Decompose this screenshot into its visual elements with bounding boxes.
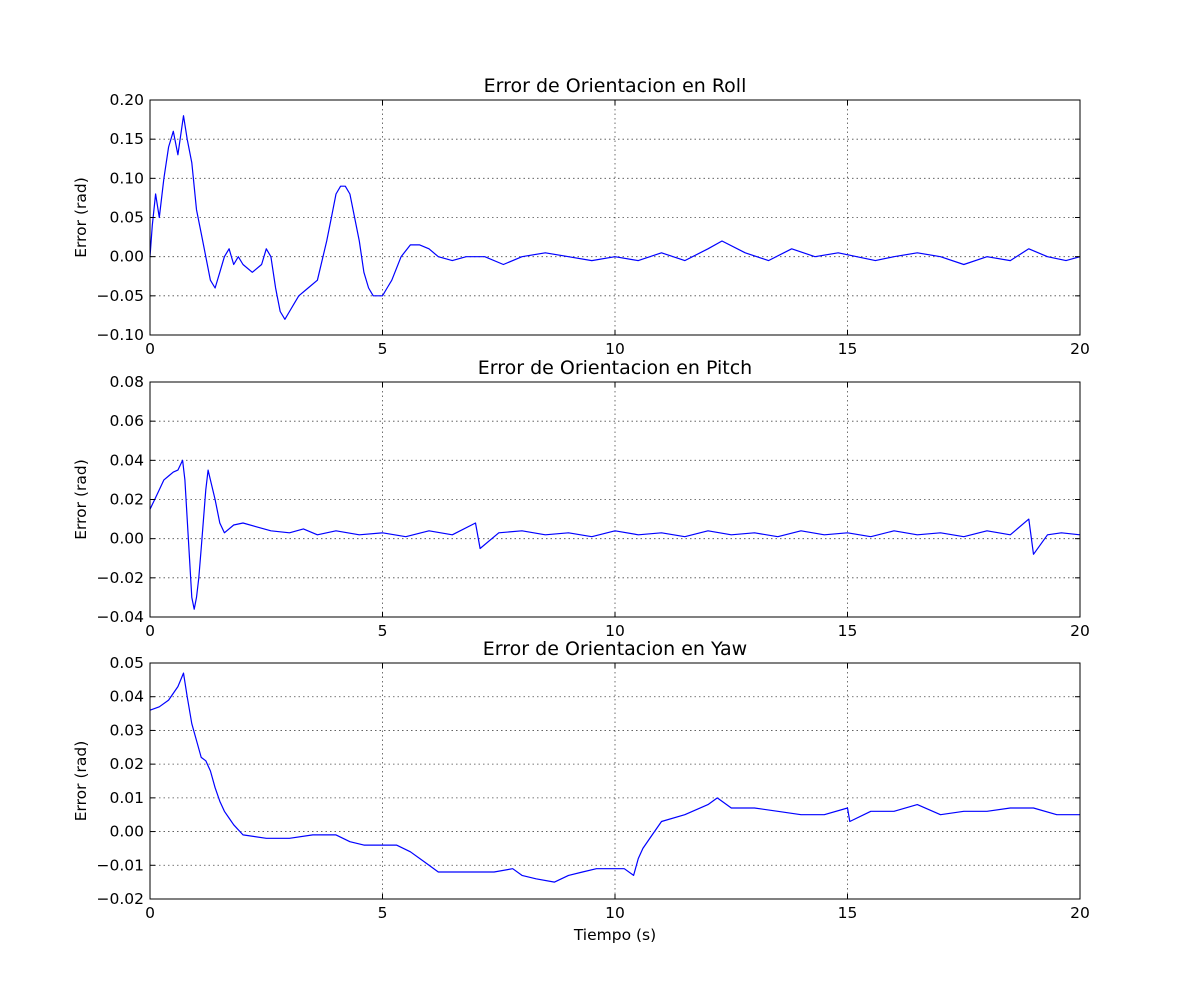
yaw-ylabel: Error (rad): [72, 741, 90, 822]
yaw-series-line: [149, 672, 1080, 883]
yaw-ytick-label: 0.03: [109, 721, 144, 739]
yaw-xtick-label: 0: [145, 904, 155, 922]
yaw-ytick-label: 0.05: [109, 654, 144, 672]
roll-xtick-label: 20: [1070, 340, 1090, 358]
roll-xtick-label: 5: [378, 340, 388, 358]
pitch-xtick-label: 10: [605, 622, 625, 640]
roll-xtick-label: 0: [145, 340, 155, 358]
roll-ytick-label: 0.05: [109, 209, 144, 227]
roll-chart-title: Error de Orientacion en Roll: [484, 75, 747, 97]
yaw-ytick-label: 0.04: [109, 688, 144, 706]
roll-error-subplot: 0 5 10 15 20 0.20 0.15 0.10 0.05 0.00 −0.05 −0.10 Er…: [72, 75, 1090, 358]
roll-xtick-label: 15: [838, 340, 858, 358]
roll-ytick-label: 0.15: [109, 130, 144, 148]
roll-ytick-label: −0.10: [97, 326, 145, 344]
pitch-ytick-label: 0.02: [109, 491, 144, 509]
pitch-series-line: [149, 459, 1081, 610]
yaw-ytick-label: −0.01: [97, 856, 145, 874]
yaw-error-subplot: 0 5 10 15 20 0.05 0.04 0.03 0.02 0.01 0.00 −0.01 −0.…: [72, 638, 1090, 944]
roll-ytick-label: 0.00: [109, 248, 144, 266]
yaw-ytick-label: 0.01: [109, 789, 144, 807]
yaw-xtick-label: 10: [605, 904, 625, 922]
roll-series-line: [149, 115, 1081, 320]
yaw-xlabel: Tiempo (s): [573, 926, 656, 944]
yaw-chart-title: Error de Orientacion en Yaw: [483, 638, 747, 660]
yaw-ytick-label: −0.02: [97, 890, 145, 908]
pitch-ytick-label: −0.02: [97, 569, 145, 587]
pitch-ytick-label: 0.06: [109, 412, 144, 430]
yaw-xtick-label: 15: [838, 904, 858, 922]
yaw-ytick-label: 0.02: [109, 755, 144, 773]
yaw-ytick-label: 0.00: [109, 823, 144, 841]
yaw-xtick-label: 5: [378, 904, 388, 922]
pitch-ylabel: Error (rad): [72, 459, 90, 540]
roll-ytick-label: 0.20: [109, 91, 144, 109]
pitch-ytick-label: 0.08: [109, 373, 144, 391]
roll-ytick-label: 0.10: [109, 169, 144, 187]
pitch-xtick-label: 0: [145, 622, 155, 640]
roll-xtick-label: 10: [605, 340, 625, 358]
pitch-xtick-label: 15: [838, 622, 858, 640]
pitch-ytick-label: −0.04: [97, 608, 145, 626]
pitch-ytick-label: 0.00: [109, 530, 144, 548]
roll-ylabel: Error (rad): [72, 177, 90, 258]
pitch-error-subplot: 0 5 10 15 20 0.08 0.06 0.04 0.02 0.00 −0.02 −0.04 Er…: [72, 357, 1090, 640]
pitch-ytick-label: 0.04: [109, 451, 144, 469]
pitch-xtick-label: 5: [378, 622, 388, 640]
yaw-xtick-label: 20: [1070, 904, 1090, 922]
pitch-chart-title: Error de Orientacion en Pitch: [478, 357, 752, 379]
roll-ytick-label: −0.05: [97, 287, 145, 305]
pitch-xtick-label: 20: [1070, 622, 1090, 640]
